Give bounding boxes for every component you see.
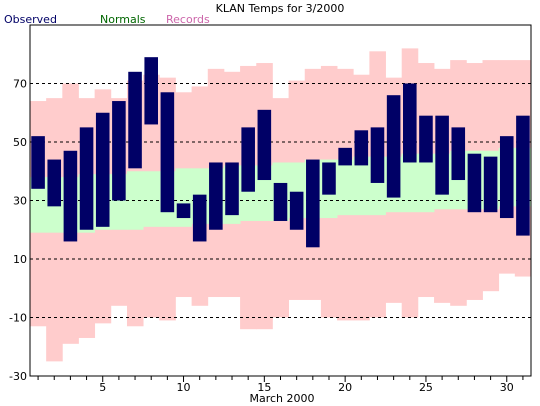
observed-bar-day-11 <box>192 194 207 242</box>
x-tick-label-5: 5 <box>99 381 106 394</box>
y-tick-label-30: 30 <box>13 195 27 208</box>
observed-bar-day-25 <box>419 115 433 163</box>
x-tick-label-15: 15 <box>257 381 271 394</box>
observed-bar-day-23 <box>386 95 401 198</box>
chart-title: KLAN Temps for 3/2000 <box>216 2 345 15</box>
y-tick-label-70: 70 <box>13 78 27 91</box>
observed-bar-day-28 <box>467 153 482 213</box>
observed-bar-day-17 <box>289 191 304 230</box>
observed-bar-day-18 <box>306 159 320 248</box>
observed-bar-day-7 <box>128 71 142 169</box>
observed-bar-day-5 <box>95 112 110 227</box>
observed-bar-day-21 <box>354 130 369 166</box>
observed-bar-day-31 <box>516 115 530 236</box>
observed-bar-day-30 <box>499 136 514 219</box>
x-tick-label-10: 10 <box>177 381 191 394</box>
observed-bar-day-9 <box>160 92 175 213</box>
observed-bar-day-3 <box>63 150 78 242</box>
normal-range-day-1 <box>30 177 47 233</box>
observed-bar-day-19 <box>322 162 336 195</box>
legend-observed: Observed <box>4 13 57 26</box>
observed-bar-day-29 <box>483 156 498 213</box>
normal-range-day-25 <box>417 153 435 213</box>
observed-bar-day-22 <box>370 127 385 183</box>
observed-bar-day-2 <box>47 159 62 207</box>
normal-range-day-7 <box>126 171 144 230</box>
observed-bar-day-26 <box>435 115 449 195</box>
x-tick-label-25: 25 <box>419 381 433 394</box>
observed-bar-day-20 <box>338 147 352 166</box>
observed-bars-layer <box>31 57 530 248</box>
normal-range-day-20 <box>337 159 354 216</box>
x-tick-label-30: 30 <box>500 381 514 394</box>
observed-bar-day-8 <box>144 57 158 125</box>
y-tick-label-50: 50 <box>13 136 27 149</box>
legend-records: Records <box>166 13 210 26</box>
legend-normals: Normals <box>100 13 146 26</box>
observed-bar-day-10 <box>176 203 191 219</box>
observed-bar-day-6 <box>112 101 126 201</box>
observed-bar-day-27 <box>451 127 466 181</box>
observed-bar-day-14 <box>241 127 255 192</box>
axes-layer: -30 -10 10 30 50 70 5 10 15 20 25 30 <box>9 24 532 394</box>
observed-bar-day-1 <box>31 136 45 189</box>
observed-bar-day-13 <box>225 162 239 216</box>
observed-bar-day-4 <box>79 127 94 230</box>
normal-range-day-24 <box>401 153 419 213</box>
y-tick-label--10: -10 <box>9 312 27 325</box>
normal-range-day-21 <box>353 156 370 216</box>
observed-bar-day-12 <box>209 162 223 230</box>
observed-bar-day-24 <box>403 83 417 163</box>
x-axis-label: March 2000 <box>249 392 314 405</box>
normal-range-day-8 <box>143 171 160 227</box>
observed-bar-day-15 <box>257 109 272 181</box>
x-tick-label-20: 20 <box>338 381 352 394</box>
y-tick-label--30: -30 <box>9 370 27 383</box>
y-tick-label-10: 10 <box>13 253 27 266</box>
observed-bar-day-16 <box>273 182 288 221</box>
